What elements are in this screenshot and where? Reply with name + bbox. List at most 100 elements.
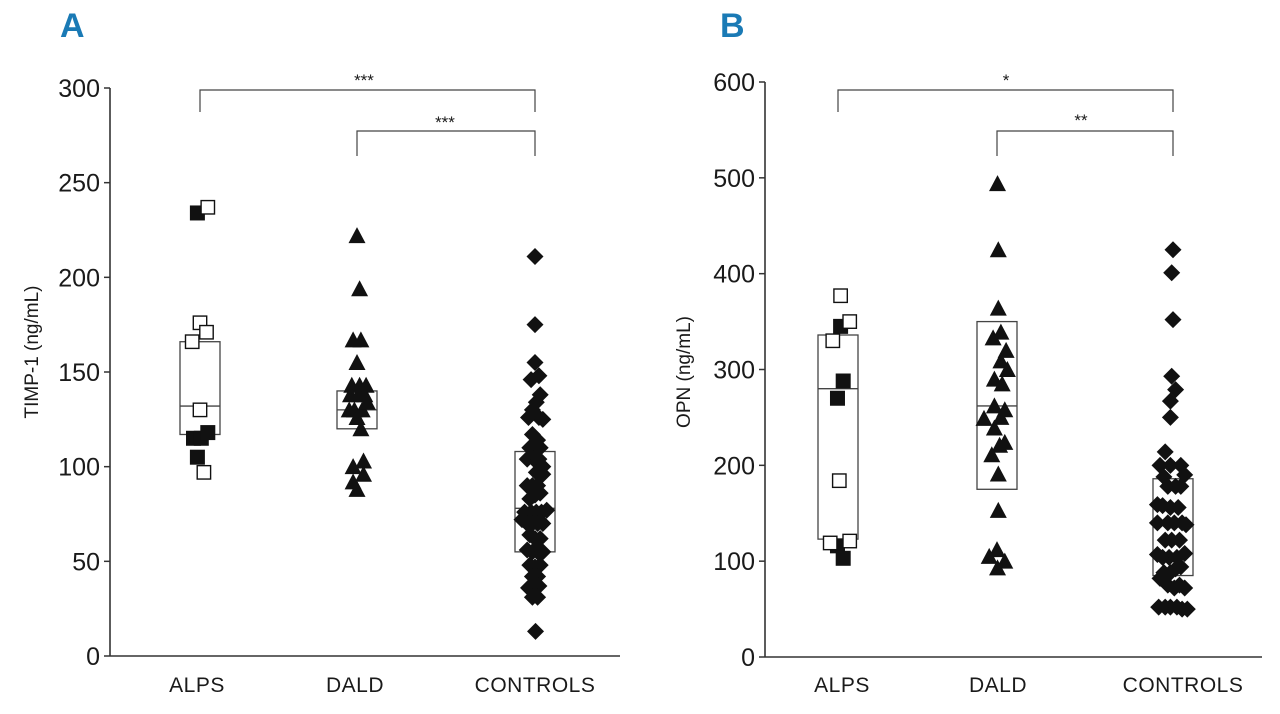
data-point-triangle (980, 547, 998, 564)
data-point-triangle (989, 501, 1007, 518)
significance-label: *** (435, 113, 455, 132)
significance-label: *** (354, 71, 374, 90)
y-axis-title: OPN (ng/mL) (674, 316, 695, 428)
data-point-open-square (831, 473, 847, 489)
data-point-triangle (355, 452, 372, 469)
data-point-triangle (992, 408, 1010, 425)
data-point-diamond (1164, 311, 1182, 329)
data-point-triangle (996, 552, 1014, 569)
data-point-diamond (1172, 477, 1190, 495)
x-category-label: CONTROLS (1123, 674, 1244, 697)
data-point-open-square (200, 199, 216, 215)
significance-label: ** (1074, 111, 1088, 130)
data-point-open-square (196, 464, 212, 480)
data-point-triangle (348, 480, 366, 497)
y-tick-label: 0 (86, 643, 100, 671)
plot-area (104, 87, 620, 657)
y-tick-label: 400 (713, 261, 755, 289)
data-point-triangle (989, 175, 1007, 192)
data-point-triangle (352, 331, 370, 348)
data-point-triangle (991, 436, 1009, 453)
data-point-filled-square (200, 425, 216, 441)
data-point-open-square (199, 324, 214, 340)
data-point-open-square (184, 334, 200, 350)
data-point-diamond (1163, 367, 1181, 385)
y-tick-label: 50 (72, 548, 100, 576)
y-tick-label: 200 (713, 452, 755, 480)
data-point-diamond (538, 501, 556, 519)
data-point-diamond (531, 439, 549, 457)
significance-bracket (199, 89, 536, 112)
significance-bracket (356, 130, 536, 156)
panel-a: A TIMP-1 (ng/mL) ALPS DALD CONTROLS *** … (22, 7, 620, 697)
data-point-triangle (983, 446, 1001, 463)
box (179, 341, 221, 436)
data-point-filled-square (835, 373, 851, 389)
data-point-diamond (1156, 443, 1174, 461)
data-point-open-square (822, 535, 838, 551)
data-point-triangle (988, 541, 1006, 558)
panel-label: B (720, 7, 745, 45)
data-point-filled-square (829, 390, 845, 406)
data-point-open-square (833, 288, 849, 304)
y-tick-label: 100 (58, 454, 100, 482)
data-point-triangle (344, 458, 362, 475)
significance-bracket (837, 89, 1174, 112)
data-point-open-square (825, 333, 841, 349)
data-point-diamond (1164, 241, 1182, 259)
y-axis-title: TIMP-1 (ng/mL) (22, 285, 43, 418)
y-tick-label: 300 (713, 357, 755, 385)
y-tick-label: 0 (741, 644, 755, 672)
data-point-diamond (1176, 545, 1194, 562)
data-point-filled-square (189, 449, 205, 465)
data-point-diamond (1163, 264, 1181, 282)
data-point-triangle (351, 280, 369, 297)
data-point-diamond (526, 248, 544, 266)
data-point-diamond (531, 484, 549, 502)
data-point-triangle (352, 420, 370, 437)
data-point-diamond (1148, 514, 1166, 532)
significance-label: * (1003, 71, 1010, 90)
data-point-diamond (1161, 408, 1179, 426)
panel-b: B OPN (ng/mL) ALPS DALD CONTROLS * ** 0 … (674, 7, 1262, 697)
y-tick-label: 150 (58, 359, 100, 387)
data-point-diamond (534, 465, 552, 483)
data-point-triangle (985, 397, 1003, 414)
data-point-open-square (842, 533, 858, 549)
data-point-diamond (1176, 579, 1194, 597)
y-tick-label: 200 (58, 264, 100, 292)
significance-bracket (996, 130, 1174, 156)
data-point-diamond (1161, 456, 1179, 474)
data-point-diamond (527, 622, 545, 640)
plot-area (759, 81, 1262, 658)
data-point-diamond (1177, 516, 1195, 534)
box (817, 334, 859, 540)
data-point-diamond (531, 556, 549, 574)
y-tick-label: 100 (713, 548, 755, 576)
data-point-triangle (992, 323, 1010, 340)
data-point-filled-square (835, 550, 851, 566)
x-category-label: ALPS (169, 674, 225, 697)
data-point-triangle (358, 393, 376, 410)
x-category-label: DALD (969, 674, 1027, 697)
data-point-diamond (520, 408, 537, 426)
data-point-diamond (1178, 600, 1196, 618)
data-point-triangle (357, 376, 375, 393)
data-point-diamond (1169, 499, 1187, 516)
data-point-diamond (534, 410, 552, 428)
y-axis-ticks: 0 50 100 150 200 250 300 (58, 75, 100, 671)
data-point-diamond (530, 577, 548, 595)
data-point-triangle (998, 361, 1016, 377)
y-tick-label: 250 (58, 170, 100, 198)
data-point-triangle (348, 408, 366, 425)
y-tick-label: 300 (58, 75, 100, 103)
data-point-diamond (522, 371, 540, 389)
y-tick-label: 600 (713, 69, 755, 97)
data-point-diamond (1172, 558, 1190, 576)
data-point-triangle (992, 352, 1010, 369)
data-point-triangle (975, 409, 993, 426)
x-category-label: ALPS (814, 674, 870, 697)
data-point-diamond (526, 354, 544, 372)
